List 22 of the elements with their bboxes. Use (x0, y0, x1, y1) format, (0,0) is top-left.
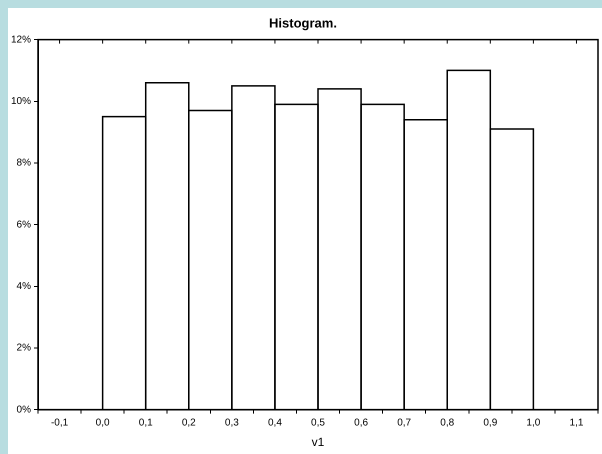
x-tick-label: 0,2 (182, 417, 196, 428)
y-tick-label: 10% (11, 96, 32, 108)
x-tick-label: 1,1 (570, 417, 584, 428)
x-tick-label: 0,5 (311, 417, 326, 428)
x-axis-title: v1 (312, 435, 325, 450)
y-tick-label: 2% (16, 342, 32, 354)
x-tick-label: 0,1 (138, 417, 154, 428)
chart-title: Histogram. (269, 15, 337, 30)
y-tick-label: 8% (16, 158, 32, 169)
y-tick-label: 4% (16, 281, 32, 292)
x-tick-label: -0,1 (50, 417, 69, 428)
x-tick-label: 0,6 (354, 417, 368, 428)
x-tick-label: 0,0 (96, 417, 110, 428)
x-tick-label: 0,7 (397, 417, 412, 428)
y-tick-label: 6% (16, 219, 32, 230)
x-tick-label: 0,8 (440, 417, 455, 428)
x-tick-label: 0,9 (483, 417, 498, 428)
x-tick-label: 0,3 (224, 417, 240, 428)
y-tick-label: 12% (11, 34, 32, 46)
x-tick-label: 0,4 (268, 417, 282, 428)
x-tick-label: 1,0 (526, 417, 541, 428)
y-tick-label: 0% (16, 404, 32, 416)
